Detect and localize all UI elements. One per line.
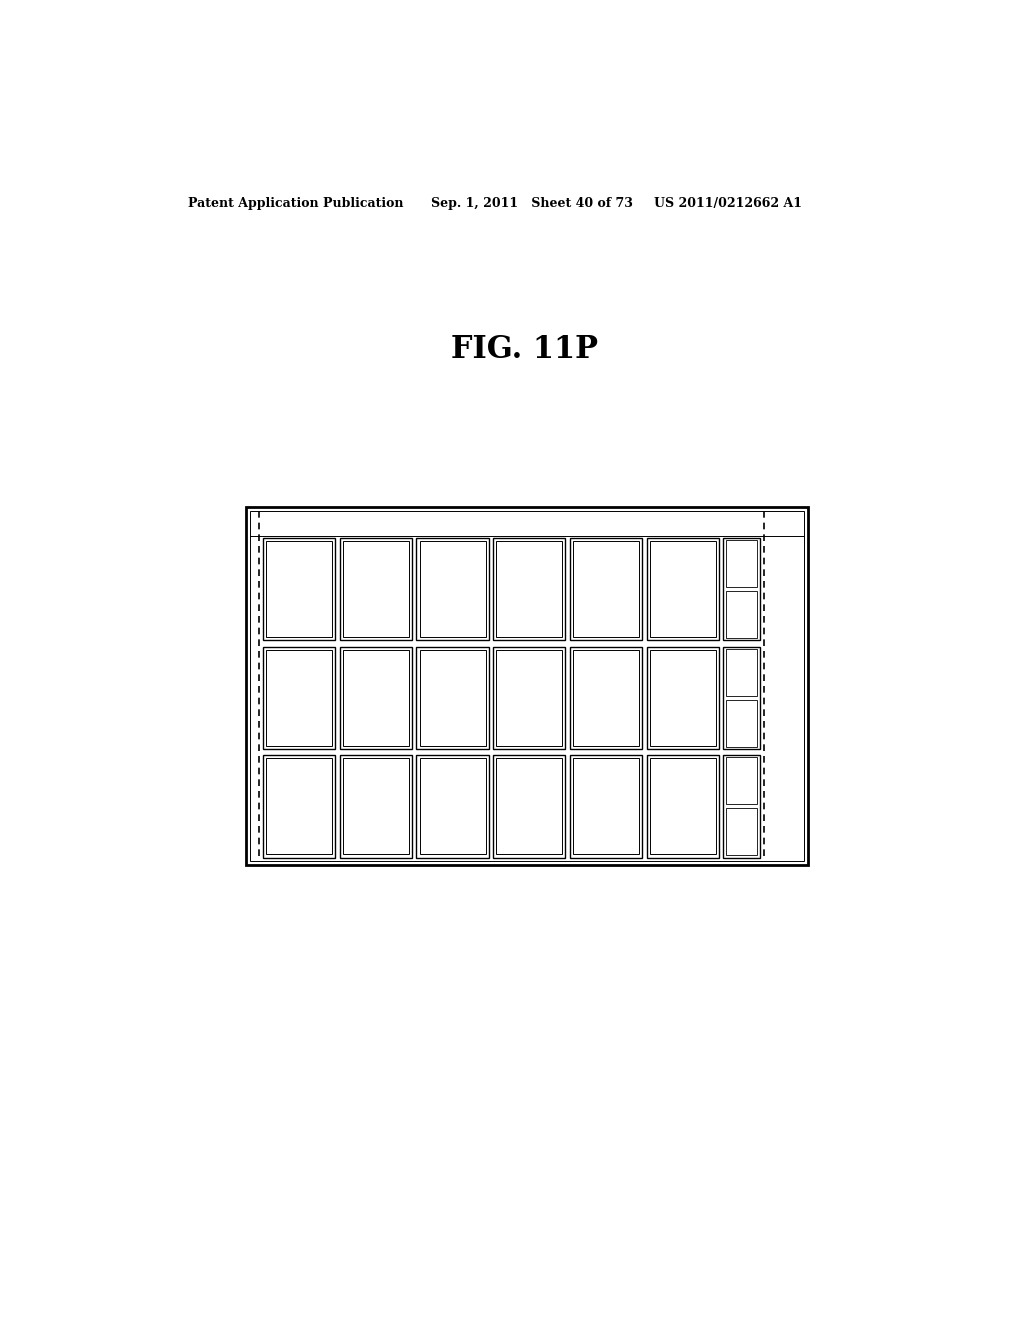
Bar — [497, 758, 562, 854]
Text: US 2011/0212662 A1: US 2011/0212662 A1 — [654, 197, 802, 210]
Bar — [250, 511, 804, 862]
Bar — [726, 808, 758, 855]
Bar — [340, 755, 412, 858]
Bar — [340, 539, 412, 640]
Bar — [420, 649, 485, 746]
Bar — [266, 758, 332, 854]
Text: Patent Application Publication: Patent Application Publication — [188, 197, 403, 210]
Bar — [726, 540, 758, 587]
Bar — [570, 755, 642, 858]
Bar — [343, 541, 409, 638]
Bar — [497, 541, 562, 638]
Bar — [647, 539, 719, 640]
Bar — [724, 539, 760, 640]
Bar — [726, 591, 758, 638]
Bar — [650, 541, 716, 638]
Bar — [266, 649, 332, 746]
Bar — [724, 755, 760, 858]
Bar — [417, 539, 488, 640]
Bar — [570, 539, 642, 640]
Bar — [420, 758, 485, 854]
Bar — [494, 539, 565, 640]
Bar — [494, 647, 565, 748]
Bar — [417, 755, 488, 858]
Bar — [420, 541, 485, 638]
Bar — [497, 649, 562, 746]
Bar — [573, 541, 639, 638]
Bar — [340, 647, 412, 748]
Bar — [573, 649, 639, 746]
Bar — [650, 758, 716, 854]
Bar — [726, 700, 758, 747]
Bar — [724, 647, 760, 748]
Bar — [263, 647, 335, 748]
Bar — [726, 758, 758, 804]
Bar — [343, 758, 409, 854]
Bar — [647, 755, 719, 858]
Bar — [647, 647, 719, 748]
Text: Sep. 1, 2011   Sheet 40 of 73: Sep. 1, 2011 Sheet 40 of 73 — [431, 197, 633, 210]
Bar — [266, 541, 332, 638]
Bar — [417, 647, 488, 748]
Bar — [726, 649, 758, 696]
Bar — [573, 758, 639, 854]
Bar — [570, 647, 642, 748]
Bar — [494, 755, 565, 858]
Bar — [263, 539, 335, 640]
Bar — [343, 649, 409, 746]
Text: FIG. 11P: FIG. 11P — [452, 334, 598, 364]
Bar — [246, 507, 808, 866]
Bar — [263, 755, 335, 858]
Bar — [650, 649, 716, 746]
